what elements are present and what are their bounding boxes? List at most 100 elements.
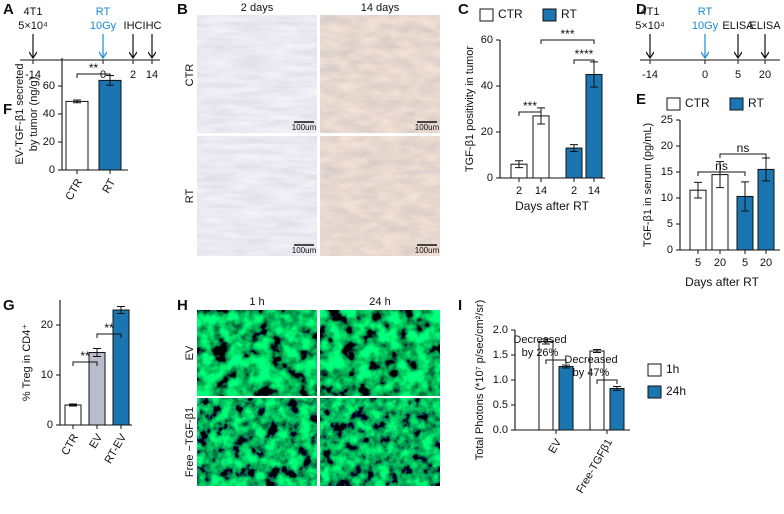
- significance-bracket: [96, 333, 122, 338]
- timeline-label: 4T1: [24, 6, 43, 18]
- ihc-images: 2 days 14 days CTR RT 100um 100um 100um …: [184, 2, 440, 256]
- error-bar: [515, 160, 523, 169]
- error-bar: [73, 99, 81, 104]
- significance-bracket: [719, 153, 767, 158]
- error-bar: [593, 349, 601, 353]
- x-tick-label: CTR: [59, 432, 81, 458]
- column-label: 1 h: [249, 296, 264, 308]
- y-tick-label: 0.0: [493, 424, 508, 436]
- panel-label: A: [3, 1, 14, 18]
- y-tick-label: 10: [661, 192, 673, 204]
- column-label: 2 days: [241, 2, 274, 14]
- y-tick-label: 0.5: [493, 399, 508, 411]
- y-tick-label: 20: [661, 140, 673, 152]
- x-axis-label: Days after RT: [685, 275, 759, 289]
- image: [320, 15, 440, 133]
- y-tick-label: 40: [43, 108, 55, 120]
- annotation: **: [80, 349, 90, 363]
- legend-swatch: [729, 97, 744, 111]
- y-tick-label: 1.0: [493, 374, 508, 386]
- x-tick-label: RT-EV: [103, 431, 130, 465]
- row-label: EV: [184, 345, 196, 360]
- y-tick-label: 40: [481, 80, 493, 92]
- legend-label: CTR: [498, 7, 523, 21]
- x-tick-label: RT: [100, 177, 118, 196]
- y-tick-label: 0: [47, 419, 53, 431]
- timeline-tick-label: 14: [146, 69, 158, 81]
- y-tick-label: 2.0: [493, 324, 508, 336]
- legend-label: 1h: [666, 362, 679, 376]
- legend-swatch: [647, 385, 662, 399]
- y-axis-label: TGF-β1 in serum (pg/mL): [642, 123, 654, 247]
- x-tick-label: EV: [87, 431, 105, 450]
- significance-bracket: [697, 171, 746, 176]
- timeline-label: RT: [96, 6, 111, 18]
- timeline-label: 10Gy: [90, 20, 117, 32]
- timeline-tick-label: -14: [25, 69, 41, 81]
- timeline-label: 5×10⁴: [635, 20, 665, 32]
- scale-label: 100um: [292, 246, 317, 255]
- y-tick-label: 20: [43, 136, 55, 148]
- bar: [532, 115, 550, 179]
- legend-label: CTR: [685, 96, 710, 110]
- y-tick-label: 60: [481, 34, 493, 46]
- timeline-label: ELISA: [722, 20, 754, 32]
- panel-label: C: [458, 1, 469, 18]
- error-bar: [613, 386, 621, 391]
- error-bar: [542, 338, 550, 345]
- y-axis-label: EV-TGF-β1 secreted: [14, 63, 26, 164]
- legend-swatch: [479, 8, 494, 22]
- bar: [585, 74, 603, 179]
- annotation: by 47%: [573, 367, 610, 379]
- annotation: Decreased: [513, 334, 566, 346]
- bar: [565, 147, 583, 179]
- timeline-tick-label: 20: [759, 69, 771, 81]
- significance-bracket: [518, 111, 542, 116]
- significance-bracket: [545, 359, 567, 364]
- error-bar: [716, 161, 724, 189]
- y-tick-label: 15: [661, 166, 673, 178]
- panel-label: D: [636, 1, 647, 18]
- timeline-tick-label: 0: [702, 69, 708, 81]
- significance-bracket: [72, 361, 98, 366]
- significance-bracket: [596, 379, 618, 384]
- error-bar: [93, 348, 101, 357]
- annotation: by 26%: [522, 347, 559, 359]
- timeline-label: 5×10⁴: [18, 20, 48, 32]
- timeline-label: IHC: [124, 20, 143, 32]
- x-tick-label: 5: [742, 257, 748, 269]
- x-tick-label: 5: [695, 257, 701, 269]
- timeline-tick-label: -14: [642, 69, 658, 81]
- x-tick-label: 20: [714, 257, 726, 269]
- panel-label: I: [458, 297, 462, 314]
- image: [320, 398, 440, 486]
- x-tick-label: 2: [571, 185, 577, 197]
- error-bar: [117, 306, 125, 314]
- column-label: 14 days: [361, 2, 400, 14]
- significance-bracket: [540, 39, 595, 44]
- timeline-label: 4T1: [641, 6, 660, 18]
- timeline-tick-label: 2: [130, 69, 136, 81]
- panel-label: E: [636, 91, 646, 108]
- bar: [98, 79, 122, 171]
- panel-label: F: [3, 101, 12, 118]
- annotation: Decreased: [564, 354, 617, 366]
- bar: [689, 189, 707, 251]
- legend-swatch: [542, 8, 557, 22]
- image: [197, 398, 317, 486]
- timeline-label: IHC: [143, 20, 162, 32]
- bar: [65, 100, 89, 171]
- significance-bracket: [573, 59, 595, 64]
- y-axis-label: by tumor (ng/g): [28, 77, 40, 152]
- y-axis-label: TGF-β1 positivity in tumor: [464, 46, 476, 172]
- significance-bracket: [76, 73, 111, 78]
- x-axis-label: Days after RT: [515, 199, 589, 213]
- panel-label: H: [177, 297, 188, 314]
- x-tick-label: EV: [546, 436, 564, 455]
- panel-label: G: [3, 297, 15, 314]
- scale-label: 100um: [415, 123, 440, 132]
- y-tick-label: 1.5: [493, 349, 508, 361]
- image: [320, 310, 440, 396]
- annotation: **: [104, 321, 114, 335]
